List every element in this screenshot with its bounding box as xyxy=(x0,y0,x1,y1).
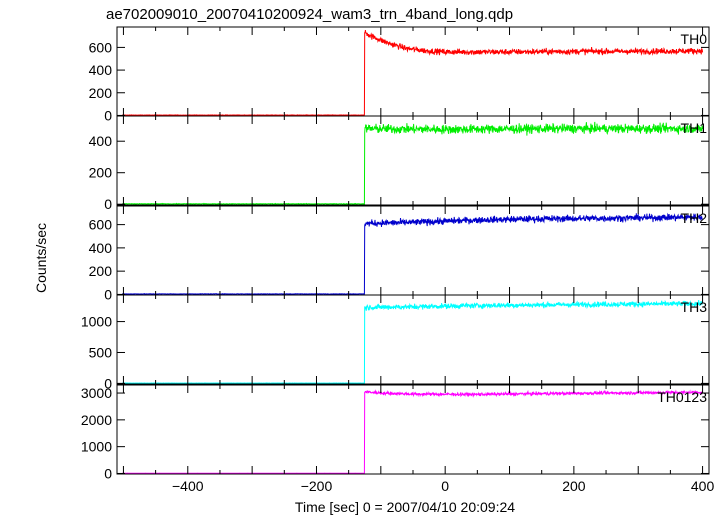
y-tick-label: 600 xyxy=(89,217,113,233)
y-tick-label: 600 xyxy=(89,39,113,55)
panel-frame-th0123 xyxy=(116,384,710,475)
y-tick-label: 3000 xyxy=(81,385,112,401)
y-tick-label: 1000 xyxy=(81,439,112,455)
panel-label-th1: TH1 xyxy=(681,120,708,136)
x-axis-label: Time [sec] 0 = 2007/04/10 20:09:24 xyxy=(295,499,515,515)
y-tick-label: 400 xyxy=(89,133,113,149)
y-tick-label: 0 xyxy=(104,196,112,212)
panel-frame-th0 xyxy=(116,26,710,117)
series-line-th2 xyxy=(121,212,703,295)
y-tick-label: 400 xyxy=(89,240,113,256)
x-tick-label: 400 xyxy=(691,478,715,494)
y-tick-label: 200 xyxy=(89,263,113,279)
panel-label-th3: TH3 xyxy=(681,299,708,315)
panel-label-th2: TH2 xyxy=(681,210,708,226)
x-tick-label: −400 xyxy=(172,478,204,494)
y-tick-label: 200 xyxy=(89,85,113,101)
y-tick-label: 0 xyxy=(104,465,112,481)
series-line-th3 xyxy=(121,299,703,384)
panel-frame-th3 xyxy=(116,294,710,385)
y-tick-label: 1000 xyxy=(81,314,112,330)
x-tick-label: 200 xyxy=(562,478,586,494)
y-tick-label: 0 xyxy=(104,286,112,302)
y-tick-label: 500 xyxy=(89,344,113,360)
panel-label-th0123: TH0123 xyxy=(657,389,707,405)
series-line-th1 xyxy=(122,121,704,206)
series-line-th0123 xyxy=(122,389,704,474)
x-tick-label: 0 xyxy=(441,478,449,494)
y-tick-label: 200 xyxy=(89,165,113,181)
y-tick-label: 0 xyxy=(104,107,112,123)
series-line-th0 xyxy=(122,30,704,117)
y-tick-label: 0 xyxy=(104,375,112,391)
x-tick-label: −200 xyxy=(301,478,333,494)
panels-group: 0 200 400 600 TH0 0 200 400 TH1 0 200 400 600 TH2 0 500… xyxy=(81,26,715,494)
y-axis-label: Counts/sec xyxy=(33,223,49,293)
y-tick-label: 2000 xyxy=(81,412,112,428)
chart-title: ae702009010_20070410200924_wam3_trn_4ban… xyxy=(106,6,513,23)
y-tick-label: 400 xyxy=(89,62,113,78)
panel-label-th0: TH0 xyxy=(681,31,708,47)
